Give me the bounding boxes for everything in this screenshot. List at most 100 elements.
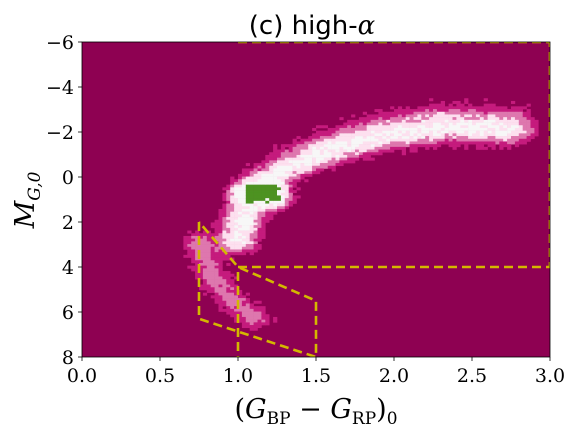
density-cell: [339, 125, 344, 129]
density-cell: [202, 281, 208, 285]
density-cell: [206, 249, 211, 253]
density-cell: [245, 319, 250, 323]
density-cell: [405, 119, 410, 123]
density-cell: [421, 133, 426, 137]
density-cell: [222, 195, 227, 199]
density-cell: [284, 165, 289, 169]
density-cell: [284, 192, 289, 196]
density-cell: [382, 149, 387, 153]
density-cell: [425, 138, 430, 142]
density-cell: [433, 130, 438, 134]
density-cell: [417, 117, 422, 121]
density-cell: [514, 136, 520, 140]
density-cell: [257, 198, 262, 202]
density-cell: [269, 171, 274, 175]
density-cell: [499, 114, 504, 118]
density-cell: [241, 230, 247, 234]
density-cell: [210, 276, 215, 280]
density-cell: [440, 122, 445, 126]
density-cell: [191, 238, 196, 242]
density-cell: [199, 252, 204, 256]
y-axis-label: MG,0: [10, 171, 45, 229]
density-cell: [374, 149, 379, 153]
density-cell: [507, 127, 512, 131]
chart-title: (c) high-α: [249, 11, 376, 41]
density-cell: [202, 279, 208, 283]
density-cell: [370, 136, 375, 140]
density-cell: [475, 141, 481, 145]
density-cell: [316, 141, 321, 145]
density-cell: [401, 119, 406, 123]
density-cell: [382, 136, 387, 140]
density-cell: [511, 130, 516, 134]
density-cell: [495, 133, 500, 137]
density-cell: [202, 292, 208, 296]
density-cell: [304, 149, 309, 153]
density-cell: [366, 127, 371, 131]
density-cell: [199, 262, 204, 266]
density-cell: [183, 238, 188, 242]
density-cell: [522, 125, 527, 129]
density-cell: [195, 260, 200, 264]
density-cell: [218, 211, 223, 215]
density-cell: [444, 114, 449, 118]
density-cell: [452, 100, 457, 104]
density-cell: [218, 219, 223, 223]
density-cell: [202, 268, 208, 272]
density-cell: [296, 146, 301, 150]
density-cell: [355, 136, 360, 140]
density-cell: [347, 149, 352, 153]
density-cell: [312, 133, 317, 137]
density-cell: [261, 165, 266, 169]
density-cell: [401, 138, 406, 142]
density-cell: [214, 292, 219, 296]
density-cell: [253, 222, 258, 226]
density-cell: [230, 211, 235, 215]
density-cell: [440, 111, 445, 115]
density-cell: [514, 127, 520, 131]
density-cell: [487, 103, 492, 107]
density-cell: [210, 252, 215, 256]
density-cell: [238, 173, 243, 177]
density-cell: [452, 111, 457, 115]
density-cell: [238, 230, 243, 234]
density-cell: [343, 141, 348, 145]
density-cell: [202, 235, 208, 239]
density-cell: [436, 130, 442, 134]
density-cell: [390, 106, 395, 110]
density-cell: [261, 181, 266, 185]
density-cell: [472, 125, 477, 129]
density-cell: [226, 190, 231, 194]
density-cell: [273, 203, 278, 207]
density-cell: [245, 303, 250, 307]
density-cell: [514, 141, 520, 145]
density-cell: [249, 181, 254, 185]
density-cell: [479, 117, 484, 121]
density-cell: [370, 130, 375, 134]
density-cell: [351, 122, 356, 126]
density-cell: [495, 106, 500, 110]
density-cell: [394, 114, 399, 118]
density-cell: [257, 163, 262, 167]
density-cell: [308, 141, 313, 145]
density-cell: [222, 244, 227, 248]
density-cell: [269, 195, 274, 199]
density-cell: [280, 184, 286, 188]
density-cell: [491, 136, 496, 140]
density-cell: [218, 271, 223, 275]
density-cell: [214, 246, 219, 250]
density-cell: [222, 292, 227, 296]
density-cell: [452, 122, 457, 126]
density-cell: [339, 152, 344, 156]
density-cell: [421, 109, 426, 113]
density-cell: [444, 136, 449, 140]
density-cell: [234, 284, 239, 288]
density-cell: [413, 136, 418, 140]
density-cell: [526, 117, 531, 121]
density-cell: [234, 287, 239, 291]
density-cell: [425, 130, 430, 134]
density-cell: [222, 230, 227, 234]
density-cell: [277, 181, 282, 185]
density-cell: [226, 244, 231, 248]
density-cell: [195, 254, 200, 258]
